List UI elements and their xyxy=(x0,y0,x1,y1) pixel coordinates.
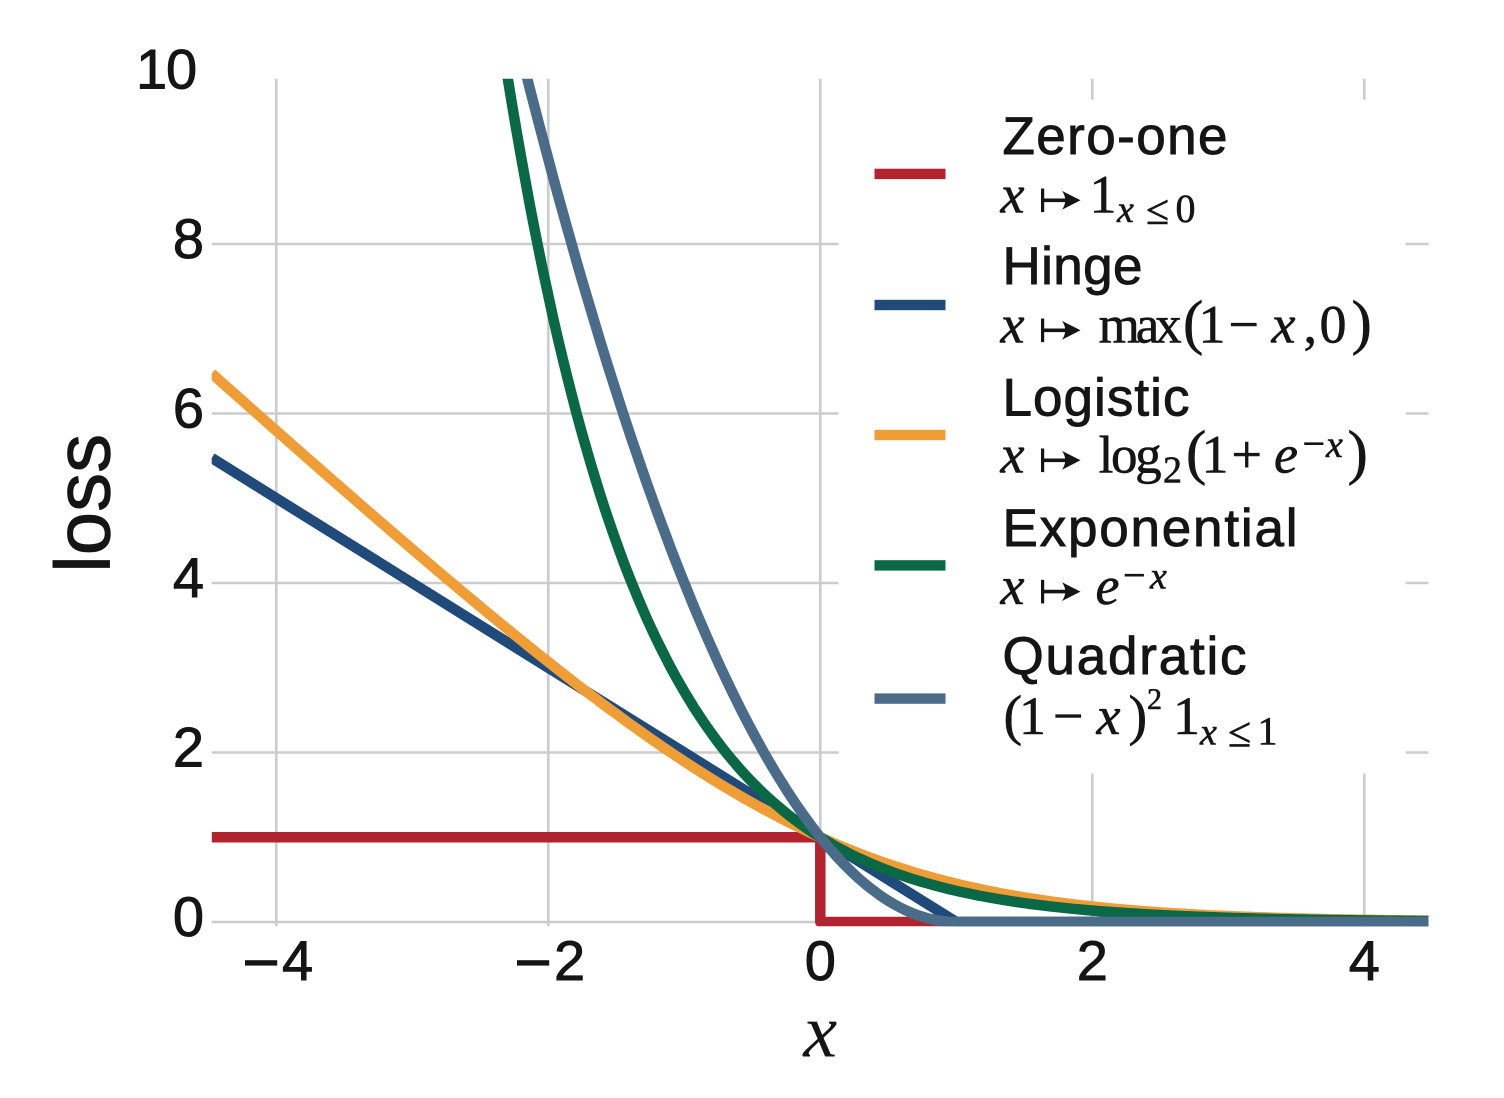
svg-text:e: e xyxy=(1096,556,1120,616)
svg-text:Hinge: Hinge xyxy=(1003,237,1143,296)
svg-text:−: − xyxy=(1229,295,1259,355)
svg-text:−: − xyxy=(1123,553,1146,598)
svg-text:): ) xyxy=(1352,290,1372,357)
svg-text:max: max xyxy=(1099,297,1182,355)
svg-text:4: 4 xyxy=(282,929,313,992)
svg-text:−: − xyxy=(1303,421,1326,466)
svg-text:1: 1 xyxy=(1258,709,1278,754)
svg-text:4: 4 xyxy=(1349,929,1380,992)
svg-text:+: + xyxy=(1232,425,1262,485)
svg-text:x: x xyxy=(1325,424,1343,466)
svg-text:1: 1 xyxy=(1199,295,1226,355)
svg-text:x: x xyxy=(1149,556,1167,598)
svg-text:loss: loss xyxy=(38,434,126,573)
svg-text:,: , xyxy=(1304,295,1318,355)
svg-text:−: − xyxy=(1053,686,1083,746)
svg-text:(: ( xyxy=(1004,685,1023,747)
svg-text:Zero-one: Zero-one xyxy=(1003,107,1228,166)
svg-text:x: x xyxy=(1000,295,1025,355)
svg-text:1: 1 xyxy=(1090,165,1117,225)
svg-text:x: x xyxy=(1199,712,1217,754)
svg-text:Quadratic: Quadratic xyxy=(1003,627,1247,686)
svg-text:1: 1 xyxy=(136,38,167,101)
svg-text:0: 0 xyxy=(1176,186,1196,231)
svg-text:0: 0 xyxy=(166,38,197,101)
svg-text:8: 8 xyxy=(173,207,204,270)
svg-text:0: 0 xyxy=(1320,295,1347,355)
svg-text:Logistic: Logistic xyxy=(1003,369,1190,428)
svg-text:1: 1 xyxy=(1202,425,1229,485)
svg-text:1: 1 xyxy=(1173,686,1200,746)
svg-text:1: 1 xyxy=(1019,686,1046,746)
svg-text:(: ( xyxy=(1183,290,1203,357)
svg-text:x: x xyxy=(1000,556,1025,616)
svg-text:(: ( xyxy=(1186,420,1206,487)
svg-text:2: 2 xyxy=(173,716,204,779)
svg-text:0: 0 xyxy=(805,929,836,992)
svg-text:≤: ≤ xyxy=(1146,188,1169,234)
svg-text:≤: ≤ xyxy=(1228,711,1251,757)
svg-text:x: x xyxy=(1116,189,1134,231)
svg-text:x: x xyxy=(1271,295,1296,355)
svg-text:6: 6 xyxy=(173,377,204,440)
svg-text:4: 4 xyxy=(173,546,204,609)
svg-text:2: 2 xyxy=(1147,683,1162,716)
svg-text:x: x xyxy=(1096,686,1121,746)
svg-text:0: 0 xyxy=(173,885,204,948)
svg-text:e: e xyxy=(1274,425,1298,485)
svg-text:2: 2 xyxy=(554,929,585,992)
svg-text:x: x xyxy=(1000,425,1025,485)
svg-text:Exponential: Exponential xyxy=(1003,499,1298,558)
svg-text:): ) xyxy=(1348,420,1368,487)
svg-text:log: log xyxy=(1099,427,1162,485)
svg-text:2: 2 xyxy=(1163,450,1182,492)
svg-text:): ) xyxy=(1129,685,1148,747)
svg-text:2: 2 xyxy=(1077,929,1108,992)
svg-text:x: x xyxy=(802,989,837,1073)
svg-text:x: x xyxy=(1000,165,1025,225)
